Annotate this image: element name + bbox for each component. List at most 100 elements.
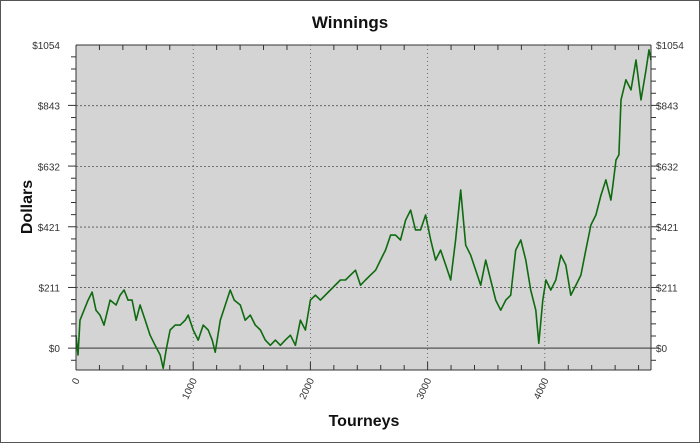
data-point: [127, 299, 129, 301]
data-point: [187, 314, 189, 316]
data-point: [329, 289, 332, 291]
data-point: [319, 299, 321, 301]
data-point: [545, 279, 547, 281]
data-point: [211, 339, 213, 341]
data-point: [374, 269, 377, 271]
data-point: [525, 259, 527, 261]
data-point: [580, 274, 582, 276]
data-point: [430, 239, 432, 241]
y-tick-label-left: $211: [38, 283, 60, 294]
y-tick-label-right: $211: [656, 283, 678, 294]
data-point: [284, 339, 286, 341]
data-point: [575, 284, 577, 286]
data-point: [115, 304, 117, 306]
data-point: [450, 279, 452, 281]
data-point: [259, 329, 261, 331]
data-point: [440, 249, 442, 251]
data-point: [289, 334, 291, 336]
y-tick-label-right: $0: [656, 344, 668, 355]
data-point: [244, 319, 246, 321]
data-point: [349, 274, 352, 276]
data-point: [605, 179, 607, 181]
data-point: [455, 239, 457, 241]
data-point: [174, 324, 176, 326]
data-point: [364, 279, 367, 281]
data-point: [615, 159, 617, 161]
data-point: [379, 259, 382, 261]
data-point: [399, 239, 402, 241]
data-point: [515, 249, 517, 251]
data-point: [274, 339, 276, 341]
data-point: [162, 367, 164, 369]
data-point: [612, 184, 614, 186]
data-point: [279, 344, 282, 346]
data-point: [500, 309, 502, 311]
data-point: [233, 299, 235, 301]
data-point: [640, 99, 642, 101]
data-point: [419, 229, 422, 231]
data-point: [535, 309, 537, 311]
data-point: [269, 344, 271, 346]
y-tick-label-right: $632: [656, 162, 679, 173]
data-point: [207, 329, 209, 331]
y-tick-label-left: $1054: [32, 41, 60, 52]
data-point: [414, 229, 417, 231]
data-point: [179, 324, 181, 326]
data-point: [495, 299, 497, 301]
data-point: [154, 344, 156, 346]
data-point: [555, 279, 557, 281]
x-tick-label: 0: [70, 376, 83, 386]
data-point: [159, 354, 161, 356]
data-point: [510, 294, 512, 296]
data-point: [625, 79, 627, 81]
y-tick-label-right: $421: [656, 223, 679, 234]
data-point: [131, 299, 133, 301]
data-point: [184, 319, 186, 321]
data-point: [354, 269, 357, 271]
x-tick-label: 3000: [415, 376, 435, 401]
data-point: [410, 209, 412, 211]
data-point: [214, 351, 216, 353]
x-tick-label: 4000: [532, 376, 552, 401]
y-tick-label-left: $632: [38, 162, 61, 173]
data-point: [219, 319, 221, 321]
y-tick-label-left: $0: [49, 344, 61, 355]
y-tick-label-left: $421: [38, 223, 61, 234]
data-point: [109, 299, 111, 301]
data-point: [87, 299, 89, 301]
plot-area: [76, 45, 651, 370]
data-point: [79, 319, 81, 321]
data-point: [369, 274, 372, 276]
data-point: [480, 284, 482, 286]
data-point: [344, 279, 347, 281]
data-point: [530, 289, 532, 291]
data-point: [149, 334, 151, 336]
data-point: [595, 214, 597, 216]
data-point: [434, 259, 437, 261]
data-point: [135, 319, 137, 321]
data-point: [630, 89, 632, 91]
data-point: [470, 254, 472, 256]
data-point: [585, 249, 587, 251]
data-point: [618, 154, 620, 156]
data-point: [197, 339, 199, 341]
x-tick-label: 1000: [181, 376, 201, 401]
data-point: [384, 249, 387, 251]
y-axis-label: Dollars: [19, 180, 36, 234]
data-point: [229, 289, 231, 291]
data-point: [570, 294, 572, 296]
data-point: [169, 329, 171, 331]
data-point: [144, 319, 146, 321]
data-point: [620, 99, 622, 101]
data-point: [254, 324, 256, 326]
data-point: [119, 294, 121, 296]
data-point: [239, 304, 241, 306]
data-point: [139, 304, 141, 306]
data-point: [460, 189, 462, 191]
data-point: [359, 284, 362, 286]
data-point: [123, 289, 125, 291]
data-point: [294, 344, 297, 346]
data-point: [560, 254, 562, 256]
